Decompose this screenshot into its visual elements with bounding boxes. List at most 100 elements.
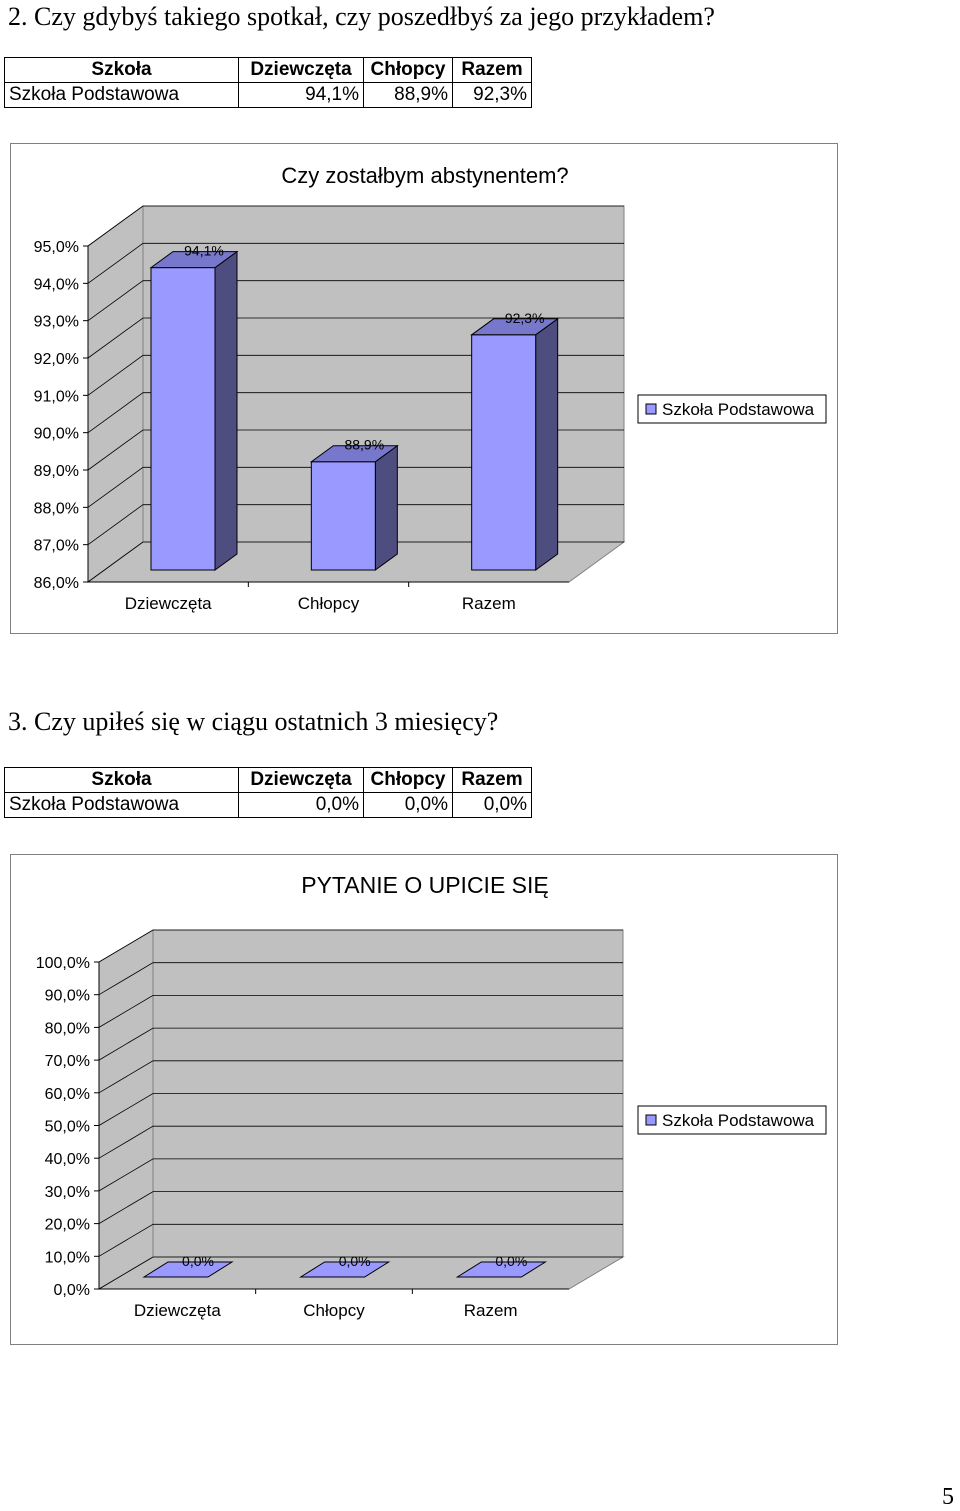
legend-swatch <box>645 1114 657 1126</box>
question-2-table: Szkoła Dziewczęta Chłopcy Razem Szkoła P… <box>4 57 532 108</box>
y-tick-label: 94,0% <box>34 276 79 293</box>
y-tick-label: 80,0% <box>45 1020 90 1037</box>
table-cell: 0,0% <box>363 792 453 818</box>
table-header-row: Szkoła Dziewczęta Chłopcy Razem <box>4 57 532 83</box>
gridline <box>98 1158 623 1192</box>
gridline <box>98 1223 623 1257</box>
table-cell: 0,0% <box>452 792 532 818</box>
gridline <box>87 392 624 433</box>
bar-top <box>149 251 239 269</box>
table-header-cell: Szkoła <box>4 57 239 83</box>
y-tick-label: 10,0% <box>45 1249 90 1266</box>
gridline <box>98 994 623 1028</box>
x-tick-label: Chłopcy <box>303 1301 365 1320</box>
table-cell: Szkoła Podstawowa <box>4 792 239 818</box>
table-cell: 88,9% <box>363 82 453 108</box>
data-label: 92,3% <box>505 310 545 326</box>
y-tick-label: 87,0% <box>34 538 79 555</box>
table-header-cell: Razem <box>452 57 532 83</box>
chart-side-wall <box>87 205 144 583</box>
data-label: 0,0% <box>182 1253 214 1269</box>
table-header-cell: Chłopcy <box>363 767 453 793</box>
y-tick-label: 86,0% <box>34 575 79 592</box>
y-tick-label: 50,0% <box>45 1119 90 1136</box>
table-row: Szkoła Podstawowa 0,0% 0,0% 0,0% <box>4 792 532 818</box>
gridline <box>98 962 623 996</box>
gridline <box>87 466 624 508</box>
y-tick-label: 91,0% <box>34 388 79 405</box>
gridline <box>87 317 624 359</box>
question-2-heading: 2. Czy gdybyś takiego spotkał, czy posze… <box>8 2 715 31</box>
chart-title: Czy zostałbym abstynentem? <box>281 163 568 188</box>
legend-label: Szkoła Podstawowa <box>662 1111 815 1130</box>
data-label: 94,1% <box>184 243 224 259</box>
bar-top <box>309 445 399 463</box>
y-tick-label: 40,0% <box>45 1151 90 1168</box>
gridline <box>98 1093 623 1126</box>
legend-box <box>637 1105 827 1135</box>
bar-top <box>142 1261 234 1278</box>
legend-label: Szkoła Podstawowa <box>662 400 815 419</box>
y-tick-label: 92,0% <box>34 351 79 368</box>
y-tick-label: 30,0% <box>45 1184 90 1201</box>
question-3-table: Szkoła Dziewczęta Chłopcy Razem Szkoła P… <box>4 767 532 818</box>
x-tick-label: Chłopcy <box>298 594 360 613</box>
chart-abstinent-svg: Czy zostałbym abstynentem? 86,0% 87,0% 88,0… <box>34 163 827 613</box>
chart-abstinent: Czy zostałbym abstynentem? 86,0% 87,0% 88,0… <box>10 143 838 634</box>
bar-top <box>455 1261 548 1278</box>
gridline <box>87 429 624 471</box>
gridline <box>87 242 624 284</box>
gridline <box>98 1191 623 1224</box>
y-tick-label: 95,0% <box>34 239 79 256</box>
y-tick-label: 93,0% <box>34 314 79 331</box>
chart-title: PYTANIE O UPICIE SIĘ <box>301 872 549 898</box>
bar-side <box>374 444 398 571</box>
gridline <box>98 1256 623 1290</box>
y-tick-label: 88,0% <box>34 500 79 517</box>
gridline <box>98 929 623 963</box>
y-tick-label: 20,0% <box>45 1217 90 1234</box>
bar-top <box>298 1261 391 1278</box>
gridline <box>98 1027 623 1061</box>
y-tick-label: 100,0% <box>36 955 90 972</box>
x-tick-label: Razem <box>464 1301 518 1320</box>
page-number: 5 <box>942 1484 954 1510</box>
table-cell: 94,1% <box>238 82 364 108</box>
y-tick-label: 0,0% <box>54 1282 90 1299</box>
table-cell: 92,3% <box>452 82 532 108</box>
gridline <box>98 1125 623 1159</box>
gridline <box>87 280 624 321</box>
table-header-cell: Dziewczęta <box>238 767 364 793</box>
table-header-row: Szkoła Dziewczęta Chłopcy Razem <box>4 767 532 793</box>
y-tick-label: 90,0% <box>45 988 90 1005</box>
bar <box>150 267 216 571</box>
data-label: 88,9% <box>344 437 384 453</box>
table-cell: Szkoła Podstawowa <box>4 82 239 108</box>
table-header-cell: Razem <box>452 767 532 793</box>
y-tick-label: 90,0% <box>34 426 79 443</box>
data-label: 0,0% <box>339 1253 371 1269</box>
legend-swatch <box>645 403 657 415</box>
legend-box <box>637 394 827 424</box>
y-tick-label: 70,0% <box>45 1053 90 1070</box>
bar-side <box>214 250 238 571</box>
y-tick-label: 60,0% <box>45 1086 90 1103</box>
chart-drunk: PYTANIE O UPICIE SIĘ 0,0% 10,0% 20,0% 30,0% 4… <box>10 854 838 1345</box>
chart-drunk-svg: PYTANIE O UPICIE SIĘ 0,0% 10,0% 20,0% 30,0% 4… <box>36 872 827 1320</box>
table-header-cell: Szkoła <box>4 767 239 793</box>
question-3-heading: 3. Czy upiłeś się w ciągu ostatnich 3 mi… <box>8 707 499 736</box>
table-row: Szkoła Podstawowa 94,1% 88,9% 92,3% <box>4 82 532 108</box>
bar <box>471 334 537 571</box>
data-label: 0,0% <box>495 1253 527 1269</box>
table-header-cell: Chłopcy <box>363 57 453 83</box>
y-tick-label: 89,0% <box>34 463 79 480</box>
gridline <box>87 354 624 396</box>
gridline <box>87 504 624 545</box>
x-tick-label: Razem <box>462 594 516 613</box>
x-tick-label: Dziewczęta <box>134 1301 221 1320</box>
bar-side <box>535 317 559 571</box>
bar-top <box>470 318 560 336</box>
x-tick-label: Dziewczęta <box>125 594 212 613</box>
gridline <box>87 541 624 583</box>
gridline <box>98 1060 623 1094</box>
